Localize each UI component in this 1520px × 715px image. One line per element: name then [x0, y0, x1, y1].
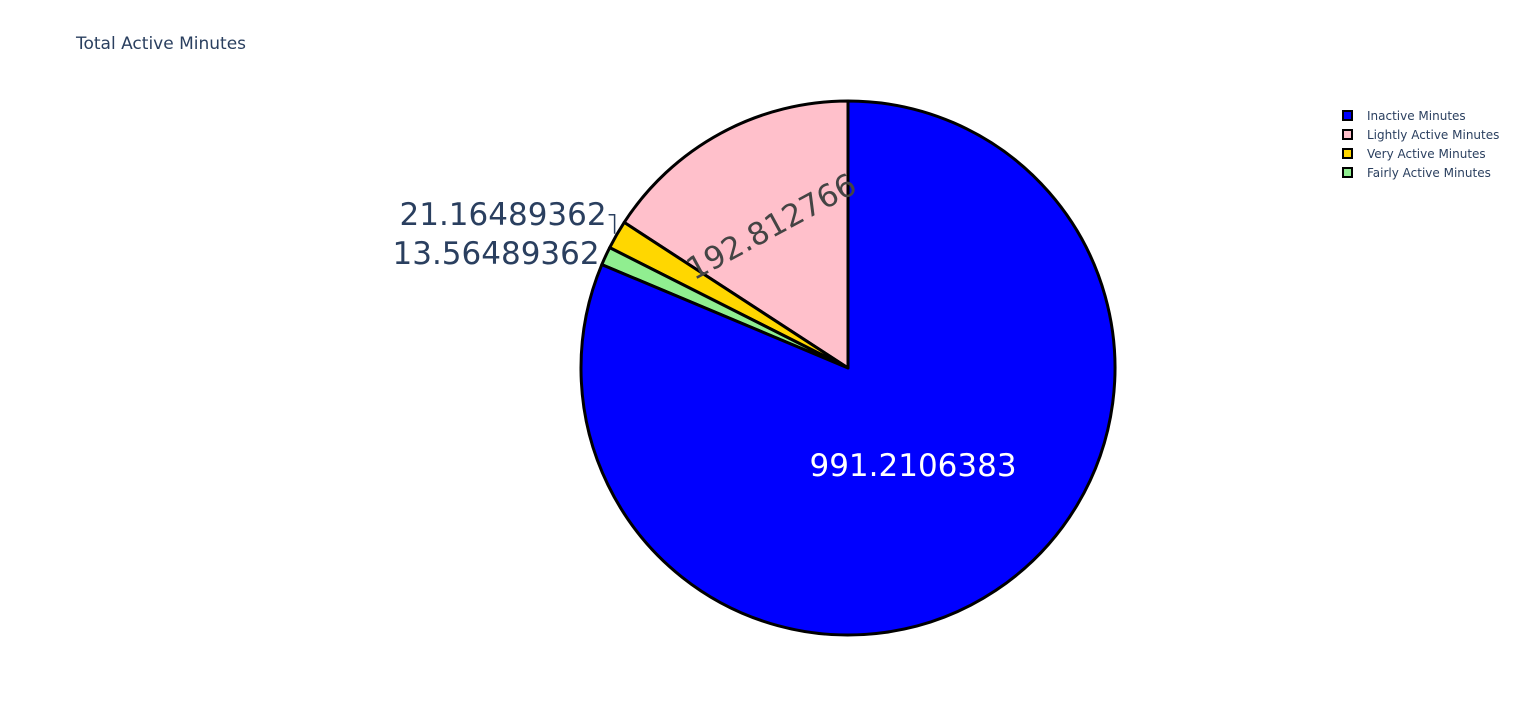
legend-item-inactive-minutes[interactable]: Inactive Minutes — [1342, 106, 1499, 125]
legend: Inactive Minutes Lightly Active Minutes Ve… — [1342, 106, 1499, 182]
legend-swatch — [1342, 129, 1353, 140]
legend-item-very-active-minutes[interactable]: Very Active Minutes — [1342, 144, 1499, 163]
legend-item-fairly-active-minutes[interactable]: Fairly Active Minutes — [1342, 163, 1499, 182]
legend-label: Inactive Minutes — [1367, 108, 1466, 123]
legend-label: Lightly Active Minutes — [1367, 127, 1500, 142]
slice-label-inactive-minutes: 991.2106383 — [809, 448, 1016, 484]
legend-label: Fairly Active Minutes — [1367, 165, 1491, 180]
legend-item-lightly-active-minutes[interactable]: Lightly Active Minutes — [1342, 125, 1499, 144]
label-connectors — [608, 214, 616, 234]
label-connector-very-active-minutes — [608, 214, 616, 234]
slice-label-very-active-minutes: 21.16489362 — [400, 197, 607, 233]
slice-label-fairly-active-minutes: 13.56489362 — [393, 236, 600, 272]
legend-swatch — [1342, 148, 1353, 159]
chart-title: Total Active Minutes — [76, 34, 247, 54]
slice-lightly-active-minutes[interactable] — [622, 99, 850, 370]
pie-slices — [579, 99, 1117, 637]
legend-label: Very Active Minutes — [1367, 146, 1486, 161]
slice-inactive-minutes[interactable] — [579, 99, 1117, 637]
legend-swatch — [1342, 167, 1353, 178]
legend-swatch — [1342, 110, 1353, 121]
